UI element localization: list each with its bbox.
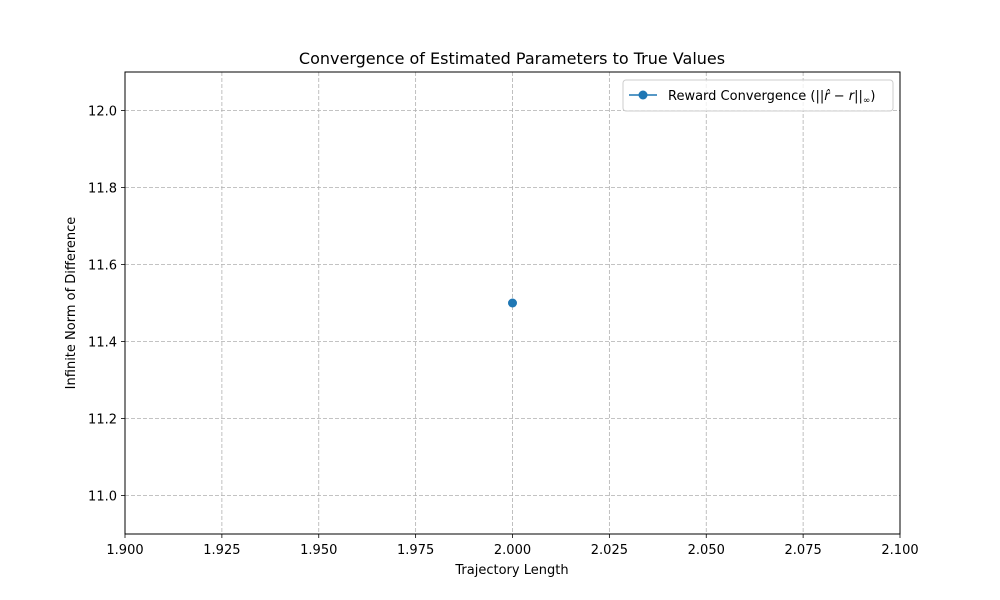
x-axis-label: Trajectory Length [454, 563, 568, 578]
y-tick-label: 11.8 [88, 182, 117, 197]
x-tick-label: 2.100 [881, 543, 918, 558]
x-tick-label: 1.975 [397, 543, 434, 558]
x-axis-ticks: 1.900 1.925 1.950 1.975 2.000 2.025 2.050 2.075… [106, 534, 919, 558]
legend-label-subscript: ∞ [863, 96, 871, 106]
y-tick-label: 11.0 [88, 490, 117, 505]
legend-label: Reward Convergence (||r̂ − r||∞) [668, 89, 875, 106]
x-tick-label: 1.900 [106, 543, 143, 558]
grid [124, 72, 901, 534]
legend-label-prefix: Reward Convergence (|| [668, 89, 824, 104]
x-tick-label: 2.025 [591, 543, 628, 558]
y-tick-label: 11.4 [88, 336, 117, 351]
x-tick-label: 1.950 [300, 543, 337, 558]
legend: Reward Convergence (||r̂ − r||∞) [622, 79, 894, 112]
y-axis-ticks: 11.0 11.2 11.4 11.6 11.8 12.0 [88, 105, 125, 505]
legend-box [622, 79, 894, 112]
series-layer [508, 298, 517, 308]
y-tick-label: 11.6 [88, 259, 117, 274]
legend-label-suffix: || [854, 89, 863, 104]
legend-marker-swatch [638, 90, 648, 100]
x-tick-label: 2.050 [688, 543, 725, 558]
data-point [508, 298, 517, 308]
y-tick-label: 12.0 [88, 105, 117, 120]
x-tick-label: 2.075 [785, 543, 822, 558]
legend-label-close: ) [870, 89, 875, 104]
x-tick-label: 1.925 [203, 543, 240, 558]
y-axis-label: Infinite Norm of Difference [64, 217, 79, 390]
y-tick-label: 11.2 [88, 413, 117, 428]
x-tick-label: 2.000 [494, 543, 531, 558]
legend-label-math: r̂ − r [824, 89, 856, 104]
chart-title: Convergence of Estimated Parameters to T… [299, 49, 725, 68]
